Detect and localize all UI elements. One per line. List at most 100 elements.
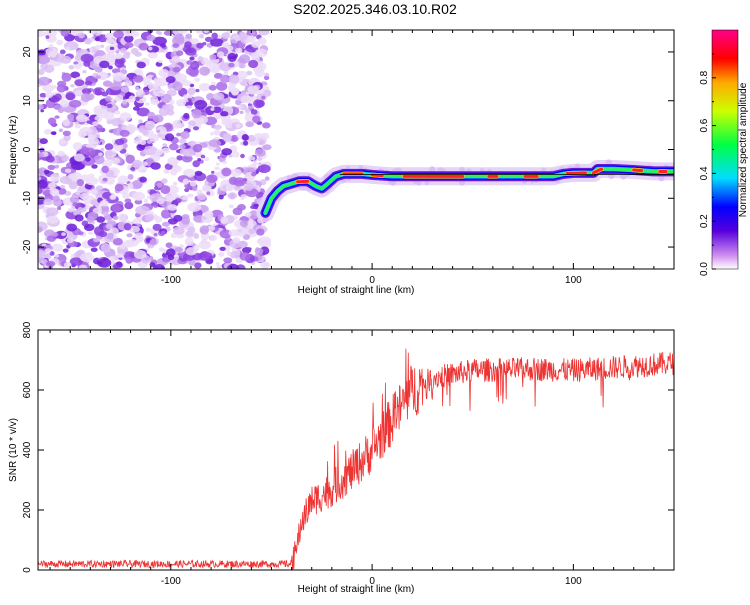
noise-blob xyxy=(63,85,67,90)
noise-blob xyxy=(194,170,203,176)
noise-blob xyxy=(39,147,45,153)
noise-blob xyxy=(246,175,255,181)
noise-blob xyxy=(204,36,213,43)
noise-blob xyxy=(235,227,247,237)
spectrogram-y-tick-label: -10 xyxy=(22,191,33,206)
noise-blob xyxy=(59,99,70,108)
noise-blob xyxy=(185,47,197,56)
noise-blob xyxy=(106,51,115,59)
noise-blob xyxy=(251,41,261,48)
ridge-hot xyxy=(296,179,310,184)
noise-blob xyxy=(66,223,78,232)
noise-blob xyxy=(124,35,134,43)
noise-blob xyxy=(170,232,177,239)
noise-blob xyxy=(218,194,224,200)
noise-blob xyxy=(178,138,187,144)
noise-blob xyxy=(231,151,240,158)
spectrogram-y-label: Frequency (Hz) xyxy=(8,116,19,185)
noise-blob xyxy=(231,88,239,96)
noise-blob xyxy=(73,210,80,216)
noise-blob xyxy=(147,30,153,34)
noise-blob xyxy=(208,63,221,74)
noise-blob xyxy=(158,107,170,117)
spectrogram-y-axis: -20 -10 0 10 20 xyxy=(22,46,674,254)
noise-blob xyxy=(240,196,245,201)
noise-blob xyxy=(79,252,94,263)
noise-blob xyxy=(84,38,92,45)
noise-blob xyxy=(210,38,224,47)
noise-blob xyxy=(258,236,272,246)
noise-blob xyxy=(252,162,258,166)
noise-blob xyxy=(258,162,262,166)
noise-blob xyxy=(167,204,178,211)
noise-blob xyxy=(101,165,109,174)
noise-blob xyxy=(189,83,195,88)
noise-blob xyxy=(57,150,65,157)
noise-blob xyxy=(247,134,256,142)
noise-blob xyxy=(161,209,171,219)
spectrogram-x-tick-label: -100 xyxy=(161,275,181,286)
colorbar-ticks: 0.0 0.2 0.4 0.6 0.8 xyxy=(699,53,716,276)
spectrogram-y-tick-label: -20 xyxy=(22,239,33,254)
noise-blob xyxy=(38,55,51,65)
noise-blob xyxy=(95,75,101,79)
noise-blob xyxy=(180,130,190,140)
noise-blob xyxy=(100,243,111,253)
noise-blob xyxy=(99,200,109,207)
noise-blob xyxy=(164,133,175,142)
noise-blob xyxy=(127,174,134,180)
noise-blob xyxy=(91,164,98,169)
noise-blob xyxy=(103,73,108,78)
noise-blob xyxy=(206,191,211,196)
noise-blob xyxy=(167,70,176,78)
noise-blob xyxy=(133,106,140,111)
noise-blob xyxy=(124,42,134,48)
noise-blob xyxy=(152,114,164,123)
noise-blob xyxy=(160,93,172,104)
noise-blob xyxy=(198,33,205,39)
noise-blob xyxy=(54,164,60,169)
noise-blob xyxy=(251,171,257,177)
noise-blob xyxy=(183,94,189,98)
noise-blob xyxy=(63,261,72,269)
noise-blob xyxy=(61,72,72,82)
noise-blob xyxy=(253,133,263,139)
noise-blob xyxy=(213,129,221,136)
noise-blob xyxy=(132,179,143,189)
noise-blob xyxy=(38,152,45,158)
noise-blob xyxy=(50,96,60,103)
colorbar-label: Normalized spectral amplitude xyxy=(738,82,749,217)
snr-y-tick-label: 600 xyxy=(22,381,33,398)
noise-blob xyxy=(192,126,200,131)
noise-blob xyxy=(105,150,114,157)
noise-blob xyxy=(201,238,207,244)
noise-blob xyxy=(235,123,241,128)
noise-blob xyxy=(227,192,238,200)
noise-blob xyxy=(149,262,156,268)
noise-blob xyxy=(64,168,72,174)
noise-blob xyxy=(218,251,225,257)
noise-blob xyxy=(38,104,44,110)
noise-blob xyxy=(62,119,71,127)
noise-blob xyxy=(165,242,173,248)
noise-blob xyxy=(74,79,85,87)
noise-blob xyxy=(117,123,123,128)
noise-blob xyxy=(97,258,112,268)
noise-blob xyxy=(190,38,199,45)
noise-blob xyxy=(212,92,225,101)
noise-blob xyxy=(150,162,161,170)
noise-blob xyxy=(187,141,193,146)
noise-blob xyxy=(240,153,245,159)
noise-blob xyxy=(109,82,122,91)
noise-blob xyxy=(157,182,163,188)
noise-blob xyxy=(75,190,81,195)
noise-blob xyxy=(220,111,229,117)
noise-blob xyxy=(147,123,153,128)
noise-blob xyxy=(245,121,254,128)
noise-blob xyxy=(183,112,190,119)
noise-blob xyxy=(112,264,119,269)
noise-blob xyxy=(228,74,240,84)
noise-blob xyxy=(100,205,109,215)
noise-blob xyxy=(101,91,109,97)
